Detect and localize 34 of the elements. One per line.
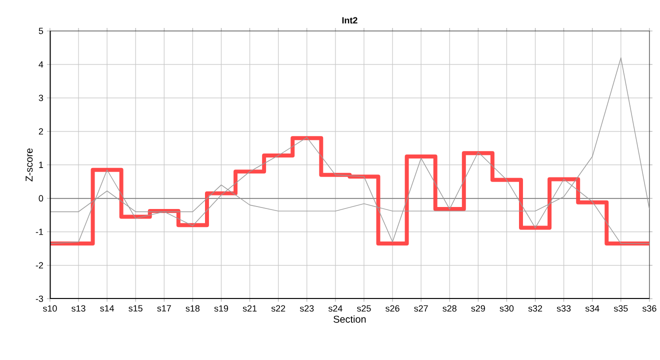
y-tick-label: -2 bbox=[36, 262, 43, 269]
x-tick-label: s17 bbox=[157, 305, 171, 312]
x-tick-label: s28 bbox=[442, 305, 456, 312]
x-tick-label: s18 bbox=[186, 305, 200, 312]
x-tick-label: s14 bbox=[100, 305, 114, 312]
x-tick-label: s33 bbox=[556, 305, 571, 312]
x-tick-label: s34 bbox=[585, 305, 600, 312]
x-tick-label: s15 bbox=[128, 305, 142, 312]
y-tick-label: -1 bbox=[36, 228, 44, 236]
x-tick-label: s25 bbox=[357, 305, 371, 312]
x-tick-label: s35 bbox=[614, 305, 628, 312]
x-tick-label: s32 bbox=[528, 305, 542, 312]
y-tick-label: -3 bbox=[36, 296, 44, 302]
y-tick-label: 5 bbox=[38, 28, 44, 34]
x-tick-label: s19 bbox=[214, 305, 228, 312]
x-tick-label: s24 bbox=[328, 305, 342, 312]
y-tick-label: 3 bbox=[38, 94, 44, 102]
x-tick-label: s36 bbox=[642, 305, 656, 312]
y-tick-label: 2 bbox=[38, 128, 43, 135]
chart-title: Int2 bbox=[342, 17, 358, 24]
x-tick-label: s10 bbox=[42, 305, 57, 312]
x-tick-label: s30 bbox=[500, 305, 514, 312]
y-tick-label: 1 bbox=[39, 162, 44, 168]
x-tick-label: s27 bbox=[414, 305, 428, 312]
x-tick-label: s23 bbox=[300, 305, 314, 312]
x-tick-label: s13 bbox=[72, 305, 86, 312]
y-axis-title: Z-score bbox=[26, 148, 33, 182]
x-tick-label: s21 bbox=[242, 305, 257, 312]
y-tick-label: 0 bbox=[38, 195, 44, 202]
y-tick-label: 4 bbox=[38, 62, 44, 68]
x-axis-title: Section bbox=[334, 316, 366, 323]
x-tick-label: s29 bbox=[471, 305, 485, 312]
x-tick-label: s22 bbox=[271, 305, 286, 312]
x-tick-label: s26 bbox=[386, 305, 400, 312]
